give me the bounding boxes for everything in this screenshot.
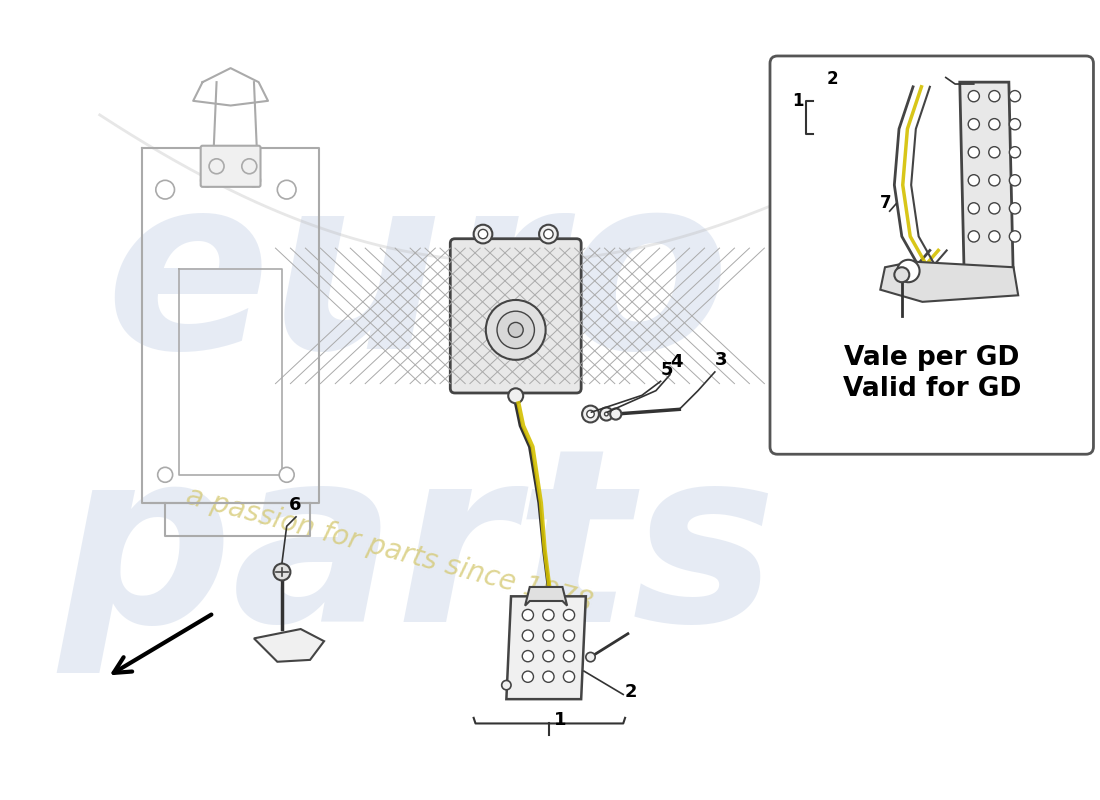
Circle shape bbox=[586, 653, 595, 662]
Circle shape bbox=[1010, 202, 1021, 214]
Circle shape bbox=[1010, 146, 1021, 158]
Text: 4: 4 bbox=[670, 354, 682, 371]
Circle shape bbox=[508, 322, 524, 338]
Circle shape bbox=[968, 202, 979, 214]
Text: 1: 1 bbox=[554, 711, 566, 730]
Circle shape bbox=[610, 409, 621, 420]
FancyBboxPatch shape bbox=[450, 238, 581, 393]
FancyBboxPatch shape bbox=[770, 56, 1093, 454]
Polygon shape bbox=[254, 629, 324, 662]
Circle shape bbox=[522, 671, 534, 682]
Circle shape bbox=[200, 174, 213, 187]
Circle shape bbox=[543, 230, 553, 238]
Text: 1: 1 bbox=[792, 91, 804, 110]
Circle shape bbox=[989, 90, 1000, 102]
Text: 5: 5 bbox=[661, 361, 673, 378]
Text: a passion for parts since 1978: a passion for parts since 1978 bbox=[184, 482, 596, 618]
Text: Valid for GD: Valid for GD bbox=[843, 376, 1021, 402]
Circle shape bbox=[968, 230, 979, 242]
Circle shape bbox=[157, 467, 173, 482]
Circle shape bbox=[894, 267, 910, 282]
Circle shape bbox=[486, 300, 546, 360]
Circle shape bbox=[582, 406, 598, 422]
Circle shape bbox=[898, 260, 920, 282]
Circle shape bbox=[586, 410, 594, 418]
Circle shape bbox=[563, 630, 574, 641]
Circle shape bbox=[989, 174, 1000, 186]
Circle shape bbox=[539, 225, 558, 243]
Circle shape bbox=[968, 174, 979, 186]
Circle shape bbox=[542, 671, 554, 682]
Circle shape bbox=[563, 650, 574, 662]
Circle shape bbox=[989, 146, 1000, 158]
Circle shape bbox=[478, 230, 487, 238]
Text: Vale per GD: Vale per GD bbox=[844, 345, 1020, 371]
Circle shape bbox=[474, 225, 493, 243]
Polygon shape bbox=[880, 262, 1019, 302]
Circle shape bbox=[522, 630, 534, 641]
Circle shape bbox=[542, 630, 554, 641]
Circle shape bbox=[248, 174, 261, 187]
Circle shape bbox=[209, 159, 224, 174]
Polygon shape bbox=[960, 82, 1013, 288]
Circle shape bbox=[968, 118, 979, 130]
Circle shape bbox=[279, 467, 294, 482]
Text: 7: 7 bbox=[880, 194, 892, 212]
Circle shape bbox=[156, 180, 175, 199]
Text: 3: 3 bbox=[715, 351, 727, 370]
Text: 2: 2 bbox=[625, 683, 638, 702]
Text: 2: 2 bbox=[827, 70, 838, 88]
Polygon shape bbox=[506, 596, 586, 699]
Circle shape bbox=[1010, 174, 1021, 186]
Circle shape bbox=[542, 650, 554, 662]
Circle shape bbox=[968, 146, 979, 158]
Circle shape bbox=[1010, 90, 1021, 102]
Circle shape bbox=[989, 202, 1000, 214]
Circle shape bbox=[277, 180, 296, 199]
Circle shape bbox=[989, 230, 1000, 242]
Circle shape bbox=[1010, 230, 1021, 242]
Circle shape bbox=[563, 671, 574, 682]
Circle shape bbox=[989, 118, 1000, 130]
Circle shape bbox=[274, 563, 290, 581]
Circle shape bbox=[1010, 118, 1021, 130]
Circle shape bbox=[542, 610, 554, 621]
Text: euro
parts: euro parts bbox=[58, 164, 777, 673]
Circle shape bbox=[522, 610, 534, 621]
Circle shape bbox=[605, 412, 608, 416]
Circle shape bbox=[497, 311, 535, 349]
Polygon shape bbox=[525, 587, 568, 606]
Circle shape bbox=[522, 650, 534, 662]
Circle shape bbox=[563, 610, 574, 621]
Circle shape bbox=[502, 681, 512, 690]
Text: 6: 6 bbox=[288, 496, 301, 514]
Circle shape bbox=[242, 159, 256, 174]
FancyBboxPatch shape bbox=[200, 146, 261, 187]
Circle shape bbox=[508, 388, 524, 403]
Circle shape bbox=[968, 90, 979, 102]
Circle shape bbox=[600, 407, 613, 421]
